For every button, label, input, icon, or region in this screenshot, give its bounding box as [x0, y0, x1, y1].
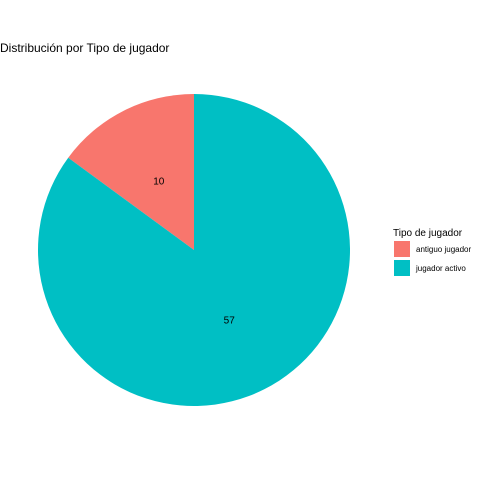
chart-title: Distribución por Tipo de jugador [0, 41, 169, 55]
legend-swatch [394, 260, 410, 276]
pie-slice-antiguo-jugador [68, 94, 194, 250]
slice-value-label: 57 [224, 316, 236, 327]
slice-value-label: 10 [153, 176, 165, 187]
legend-label: jugador activo [415, 264, 466, 273]
legend-swatch [394, 241, 410, 257]
legend-title: Tipo de jugador [393, 228, 463, 239]
legend-items: antiguo jugador jugador activo [394, 241, 471, 276]
legend: Tipo de jugador antiguo jugador jugador a… [393, 228, 471, 276]
pie-slices [38, 94, 351, 406]
pie-slice-labels: 10 57 [153, 176, 235, 326]
legend-label: antiguo jugador [416, 245, 471, 254]
pie-slice-jugador-activo [38, 94, 351, 406]
